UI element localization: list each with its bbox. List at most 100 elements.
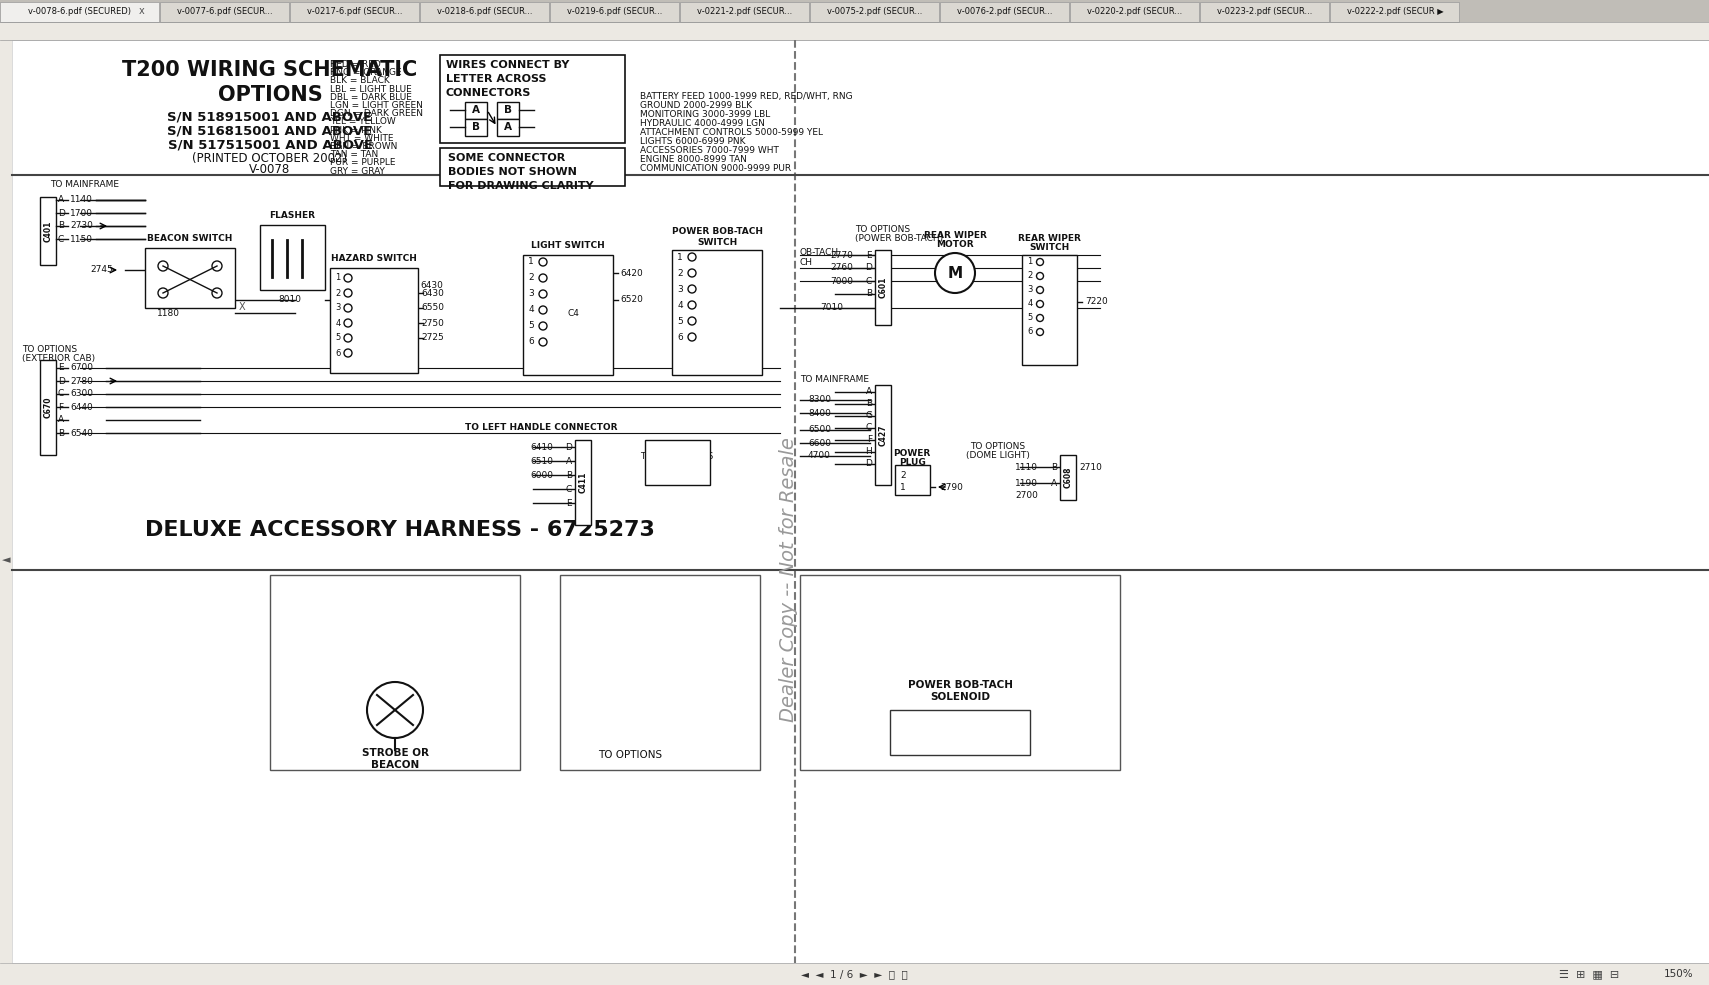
Bar <box>875 385 890 485</box>
Text: B: B <box>504 105 513 115</box>
Circle shape <box>1036 329 1044 336</box>
Circle shape <box>1036 300 1044 307</box>
Circle shape <box>157 288 167 298</box>
Bar <box>465 119 487 136</box>
Text: 6300: 6300 <box>70 389 92 399</box>
Circle shape <box>689 317 696 325</box>
Text: ENGINE 8000-8999 TAN: ENGINE 8000-8999 TAN <box>639 155 747 164</box>
Text: 6510: 6510 <box>530 456 554 466</box>
Text: 2: 2 <box>335 289 340 297</box>
Text: 5: 5 <box>335 334 340 343</box>
Text: 3: 3 <box>1027 286 1032 295</box>
Text: 6540: 6540 <box>70 428 92 437</box>
Text: A: A <box>866 387 872 397</box>
Circle shape <box>538 290 547 298</box>
Circle shape <box>689 285 696 293</box>
Text: 4: 4 <box>1027 299 1032 308</box>
Bar <box>330 268 419 373</box>
Text: 6550: 6550 <box>420 303 444 312</box>
Circle shape <box>689 269 696 277</box>
Text: 6000: 6000 <box>530 471 554 480</box>
Text: v-0218-6.pdf (SECUR...: v-0218-6.pdf (SECUR... <box>438 7 533 16</box>
Text: 7010: 7010 <box>820 303 843 312</box>
Circle shape <box>344 349 352 357</box>
Bar <box>940 2 1070 22</box>
Text: D: D <box>58 209 65 218</box>
Text: 5: 5 <box>1027 313 1032 322</box>
Text: C4: C4 <box>567 308 579 317</box>
Bar <box>810 2 938 22</box>
Bar <box>260 225 325 290</box>
Text: 2700: 2700 <box>1015 491 1037 499</box>
Text: 6410: 6410 <box>530 442 554 451</box>
Text: DBL = DARK BLUE: DBL = DARK BLUE <box>330 93 412 101</box>
Text: 1: 1 <box>528 257 533 267</box>
Text: GRY = GRAY: GRY = GRAY <box>330 166 385 175</box>
Text: F: F <box>58 403 63 412</box>
Text: HAZARD SWITCH: HAZARD SWITCH <box>332 254 417 263</box>
Circle shape <box>212 288 222 298</box>
Bar <box>1070 2 1200 22</box>
Text: BLK = BLACK: BLK = BLACK <box>330 77 390 86</box>
Text: C427: C427 <box>878 425 887 446</box>
Bar <box>1200 2 1330 22</box>
Bar <box>439 55 625 143</box>
Text: 5: 5 <box>677 316 684 325</box>
Text: 2: 2 <box>677 269 684 278</box>
Text: A: A <box>1051 479 1056 488</box>
Text: C: C <box>566 485 573 493</box>
Text: v-0078-6.pdf (SECURED): v-0078-6.pdf (SECURED) <box>29 7 132 16</box>
Circle shape <box>367 682 424 738</box>
Text: OPTIONS: OPTIONS <box>217 85 323 105</box>
Text: 2780: 2780 <box>70 376 92 385</box>
Text: v-0076-2.pdf (SECUR...: v-0076-2.pdf (SECUR... <box>957 7 1053 16</box>
Text: C670: C670 <box>43 396 53 418</box>
Bar <box>672 250 762 375</box>
Bar <box>644 440 709 485</box>
Text: 4700: 4700 <box>808 451 831 461</box>
Text: A: A <box>504 122 513 132</box>
Text: D: D <box>58 376 65 385</box>
Circle shape <box>344 289 352 297</box>
Bar <box>896 465 930 495</box>
Text: REAR WIPER: REAR WIPER <box>923 231 986 240</box>
Text: B: B <box>866 290 872 298</box>
Circle shape <box>538 322 547 330</box>
Text: 2: 2 <box>1027 272 1032 281</box>
Text: 3: 3 <box>528 290 533 298</box>
Bar <box>0 963 1709 985</box>
Circle shape <box>689 333 696 341</box>
Circle shape <box>212 261 222 271</box>
Text: 1150: 1150 <box>70 234 92 243</box>
Bar <box>0 22 1709 40</box>
Text: BRN = BROWN: BRN = BROWN <box>330 142 398 151</box>
Bar <box>0 40 12 985</box>
Bar <box>800 575 1119 770</box>
Circle shape <box>1036 258 1044 266</box>
Text: SOLENOID: SOLENOID <box>930 692 990 702</box>
Text: T200 WIRING SCHEMATIC: T200 WIRING SCHEMATIC <box>123 60 417 80</box>
Text: ATTACHMENT CONTROLS 5000-5999 YEL: ATTACHMENT CONTROLS 5000-5999 YEL <box>639 128 824 137</box>
Text: 5: 5 <box>528 321 533 331</box>
Text: v-0077-6.pdf (SECUR...: v-0077-6.pdf (SECUR... <box>178 7 273 16</box>
Text: 2745: 2745 <box>91 266 113 275</box>
Text: D: D <box>566 442 573 451</box>
Text: 4: 4 <box>528 305 533 314</box>
Text: TO MAINFRAME: TO MAINFRAME <box>50 180 120 189</box>
Bar <box>1060 455 1077 500</box>
Text: MOTOR: MOTOR <box>937 240 974 249</box>
Text: 8010: 8010 <box>279 296 301 304</box>
Text: GROUND 2000-2999 BLK: GROUND 2000-2999 BLK <box>639 101 752 110</box>
Circle shape <box>344 304 352 312</box>
Text: BEACON: BEACON <box>371 760 419 770</box>
Circle shape <box>538 258 547 266</box>
Text: S/N 517515001 AND ABOVE: S/N 517515001 AND ABOVE <box>167 138 373 151</box>
Text: 2: 2 <box>901 471 906 480</box>
Text: C: C <box>866 424 872 432</box>
Text: PUR = PURPLE: PUR = PURPLE <box>330 159 395 167</box>
Circle shape <box>689 253 696 261</box>
Text: STROBE OR: STROBE OR <box>362 748 429 758</box>
Circle shape <box>1036 287 1044 294</box>
Text: D: D <box>865 459 872 469</box>
Text: (POWER BOB-TACH): (POWER BOB-TACH) <box>854 234 943 243</box>
